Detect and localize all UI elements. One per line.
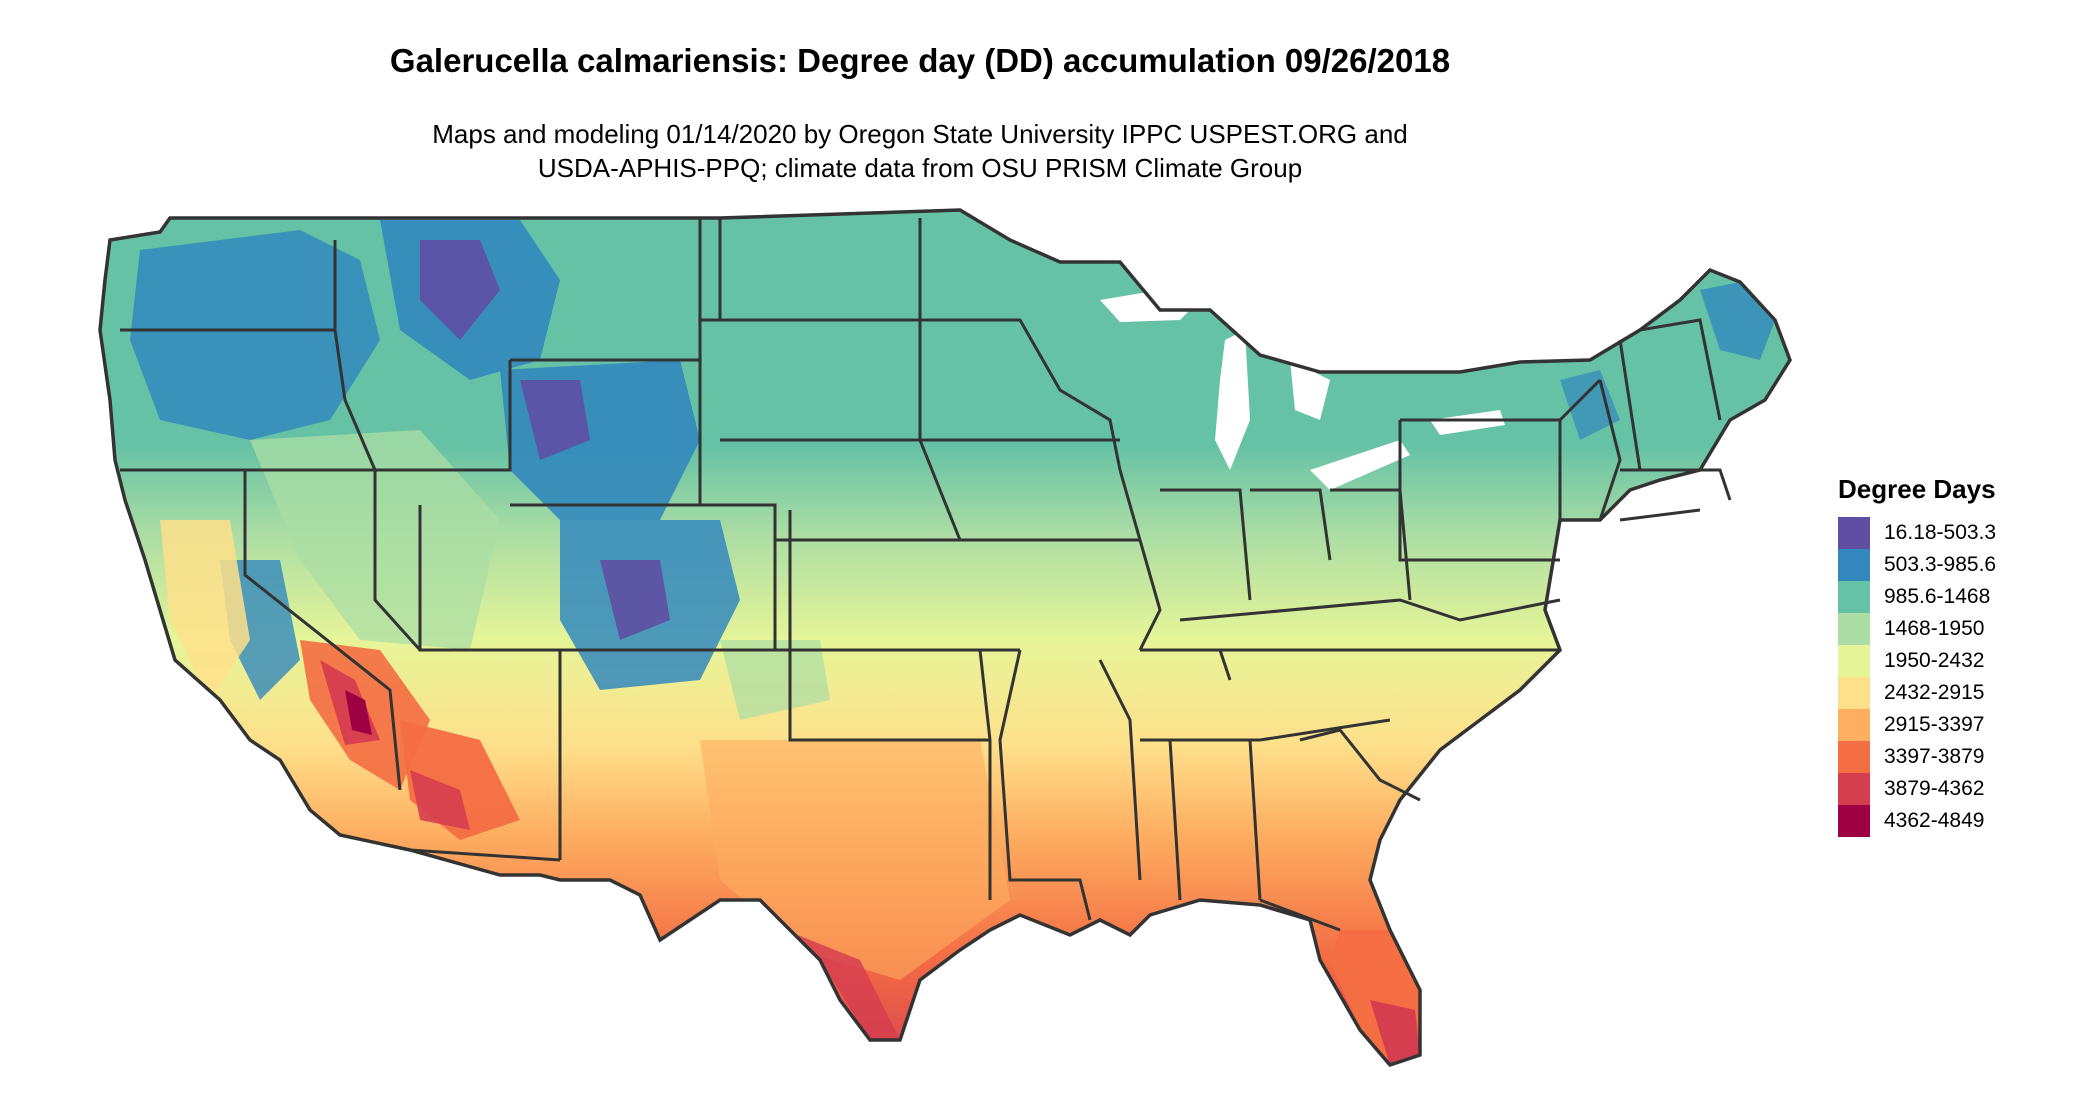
legend-swatch — [1838, 613, 1870, 645]
legend-item: 4362-4849 — [1838, 805, 2078, 837]
legend-item: 2915-3397 — [1838, 709, 2078, 741]
legend-item: 3397-3879 — [1838, 741, 2078, 773]
legend-label: 2432-2915 — [1884, 681, 1985, 704]
legend-item: 985.6-1468 — [1838, 581, 2078, 613]
legend-label: 503.3-985.6 — [1884, 553, 1997, 576]
legend-item: 503.3-985.6 — [1838, 549, 2078, 581]
legend-label: 16.18-503.3 — [1884, 521, 1997, 544]
lake-superior — [1100, 290, 1200, 322]
legend-item: 1950-2432 — [1838, 645, 2078, 677]
legend-label: 1468-1950 — [1884, 617, 1985, 640]
legend-swatch — [1838, 677, 1870, 709]
legend-label: 985.6-1468 — [1884, 585, 1991, 608]
lake-erie — [1310, 440, 1410, 490]
legend-swatch — [1838, 741, 1870, 773]
legend: Degree Days 16.18-503.3 503.3-985.6 985.… — [1838, 474, 2078, 837]
legend-swatch — [1838, 805, 1870, 837]
legend-items: 16.18-503.3 503.3-985.6 985.6-1468 1468-… — [1838, 517, 2078, 837]
legend-label: 3879-4362 — [1884, 777, 1985, 800]
legend-item: 1468-1950 — [1838, 613, 2078, 645]
legend-title: Degree Days — [1838, 474, 1996, 504]
legend-swatch — [1838, 581, 1870, 613]
degree-day-map — [98, 208, 1792, 1067]
legend-label: 1950-2432 — [1884, 649, 1985, 672]
lake-michigan — [1215, 330, 1250, 470]
legend-swatch — [1838, 773, 1870, 805]
map-subtitle-line-1: Maps and modeling 01/14/2020 by Oregon S… — [432, 119, 1408, 149]
legend-swatch — [1838, 709, 1870, 741]
legend-label: 2915-3397 — [1884, 713, 1985, 736]
legend-label: 3397-3879 — [1884, 745, 1985, 768]
legend-item: 3879-4362 — [1838, 773, 2078, 805]
legend-swatch — [1838, 549, 1870, 581]
map-title: Galerucella calmariensis: Degree day (DD… — [389, 42, 1451, 79]
legend-swatch — [1838, 517, 1870, 549]
legend-label: 4362-4849 — [1884, 809, 1985, 832]
legend-swatch — [1838, 645, 1870, 677]
legend-item: 2432-2915 — [1838, 677, 2078, 709]
map-subtitle-line-2: USDA-APHIS-PPQ; climate data from OSU PR… — [537, 153, 1303, 183]
lake-ontario — [1430, 410, 1505, 435]
lake-huron — [1290, 360, 1330, 420]
state-borders — [120, 218, 1732, 932]
legend-item: 16.18-503.3 — [1838, 517, 2078, 549]
